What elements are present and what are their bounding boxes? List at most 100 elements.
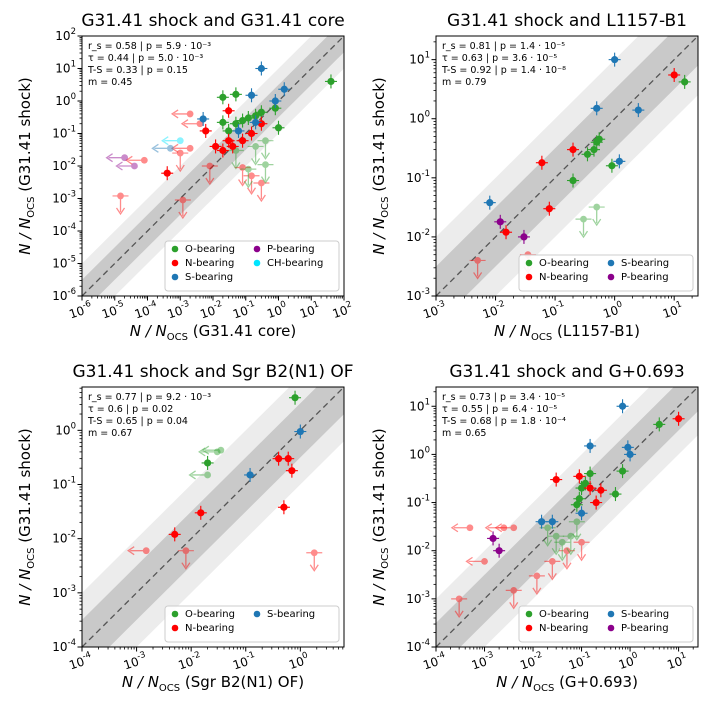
panel-title: G31.41 shock and Sgr B2(N1) OF bbox=[72, 362, 353, 382]
stats-line: τ = 0.44 | p = 5.0 · 10⁻³ bbox=[88, 53, 203, 64]
data-point-s-bearing bbox=[278, 82, 291, 97]
tick-label-y: 10-3 bbox=[406, 287, 430, 303]
tick-label-y: 10-1 bbox=[52, 125, 76, 141]
upper-limit-marker bbox=[240, 165, 257, 189]
legend-marker bbox=[607, 259, 615, 267]
x-axis-label: N / NOCS (G31.41 core) bbox=[130, 322, 297, 343]
marker bbox=[280, 503, 288, 511]
ticks: 10-3 10-2 10-1 100 101 10-3 10-2 10-1 100 101 bbox=[406, 41, 693, 322]
marker bbox=[573, 501, 581, 509]
left-limit-head bbox=[450, 523, 459, 533]
marker bbox=[238, 137, 247, 145]
legend: O-bearing N-bearing S-bearing bbox=[164, 605, 340, 643]
data-point-s-bearing bbox=[584, 438, 597, 453]
tick-label-y: 10-4 bbox=[406, 638, 430, 654]
stats-line: r_s = 0.81 | p = 1.4 · 10⁻⁵ bbox=[442, 41, 565, 52]
left-limit-point bbox=[217, 446, 225, 454]
data-point-o-bearing bbox=[584, 466, 597, 481]
marker bbox=[581, 479, 589, 487]
upper-limit-marker bbox=[257, 161, 274, 184]
left-limit-point bbox=[140, 156, 148, 164]
upper-limit-marker bbox=[548, 532, 565, 556]
left-limit-marker bbox=[127, 546, 150, 556]
data-point-p-bearing bbox=[493, 543, 506, 558]
left-limit-point bbox=[510, 524, 518, 532]
upper-limit-point bbox=[558, 538, 566, 546]
marker bbox=[592, 498, 600, 507]
legend-label: S-bearing bbox=[621, 609, 669, 620]
marker bbox=[197, 509, 205, 517]
marker bbox=[496, 218, 504, 226]
marker bbox=[271, 97, 279, 105]
tick-label-y: 100 bbox=[409, 110, 430, 126]
marker bbox=[246, 471, 254, 479]
marker bbox=[590, 146, 598, 154]
panel-2: 10-3 10-2 10-1 100 101 10-3 10-2 10-1 100 101 G31.… bbox=[370, 11, 699, 343]
stats-line: r_s = 0.73 | p = 3.4 · 10⁻⁵ bbox=[442, 392, 565, 403]
marker bbox=[670, 71, 678, 79]
stats-line: T-S = 0.68 | p = 1.8 · 10⁻⁴ bbox=[441, 416, 566, 427]
marker bbox=[219, 146, 227, 155]
left-limit-point bbox=[466, 524, 474, 532]
ticks: 10-6 10-5 10-4 10-3 10-2 10-1 100 101 10210-610-… bbox=[52, 27, 353, 322]
left-limit-marker bbox=[465, 556, 488, 566]
one-to-one-line bbox=[436, 387, 698, 647]
plot-area bbox=[82, 36, 344, 296]
legend-label: S-bearing bbox=[621, 258, 669, 269]
upper-limit-head bbox=[592, 218, 602, 227]
data-point-o-bearing bbox=[567, 173, 580, 188]
tick-label-y: 10-3 bbox=[52, 584, 76, 600]
axes-frame bbox=[81, 386, 345, 648]
data-point-n-bearing bbox=[245, 126, 258, 141]
marker bbox=[615, 157, 623, 165]
panel-1: 10-6 10-5 10-4 10-3 10-2 10-1 100 101 10210-610-… bbox=[16, 11, 353, 343]
upper-limit-head bbox=[205, 177, 215, 186]
upper-limit-point bbox=[567, 532, 575, 540]
legend-marker bbox=[525, 273, 533, 281]
upper-limit-marker bbox=[451, 595, 468, 619]
y-axis-label: N / NOCS (G31.41 shock) bbox=[370, 428, 391, 605]
data-point-n-bearing bbox=[584, 481, 597, 496]
marker bbox=[257, 64, 265, 73]
tick-label-x: 10-2 bbox=[176, 650, 204, 673]
marker bbox=[252, 118, 260, 126]
tick-label-x: 101 bbox=[297, 299, 322, 321]
upper-limit-point bbox=[239, 164, 246, 171]
stats-line: T-S = 0.92 | p = 1.4 · 10⁻⁸ bbox=[441, 65, 566, 76]
upper-limit-point bbox=[593, 203, 601, 211]
data-point-s-bearing bbox=[624, 447, 637, 462]
legend-box bbox=[518, 605, 694, 643]
tick-label-x: 10-1 bbox=[540, 299, 568, 322]
data-point-o-bearing bbox=[653, 417, 666, 432]
upper-limit-point bbox=[244, 165, 252, 173]
legend-label: O-bearing bbox=[185, 609, 235, 620]
marker bbox=[597, 486, 605, 494]
y-axis-label: N / NOCS (G31.41 shock) bbox=[16, 77, 37, 254]
tick-label-x: 10-3 bbox=[469, 650, 497, 673]
left-limit-head bbox=[198, 447, 206, 457]
tick-label-y: 10-1 bbox=[52, 476, 76, 492]
upper-limit-marker bbox=[257, 137, 274, 160]
plot-area bbox=[436, 387, 698, 647]
tick-label-x: 10-3 bbox=[165, 299, 193, 322]
tick-label-y: 101 bbox=[55, 60, 76, 76]
marker bbox=[284, 455, 292, 463]
marker bbox=[171, 530, 179, 538]
tick-label-x: 10-5 bbox=[99, 299, 127, 322]
upper-limit-head bbox=[532, 587, 542, 596]
tick-label-x: 10-3 bbox=[121, 650, 149, 673]
data-point-n-bearing bbox=[168, 527, 181, 542]
marker bbox=[211, 142, 220, 151]
marker bbox=[586, 484, 594, 492]
left-limit-point bbox=[186, 110, 194, 118]
marker bbox=[655, 420, 663, 428]
upper-limit-marker bbox=[112, 192, 129, 216]
data-point-o-bearing bbox=[573, 491, 586, 506]
marker bbox=[275, 455, 283, 463]
upper-limit-marker bbox=[174, 196, 191, 220]
legend-label: N-bearing bbox=[185, 623, 234, 634]
marker bbox=[219, 93, 227, 101]
ticks: 10-4 10-3 10-2 10-1 100 10-4 10-3 10-2 10-1 100 bbox=[52, 387, 344, 673]
upper-limit-point bbox=[563, 547, 571, 555]
marker bbox=[569, 176, 577, 185]
